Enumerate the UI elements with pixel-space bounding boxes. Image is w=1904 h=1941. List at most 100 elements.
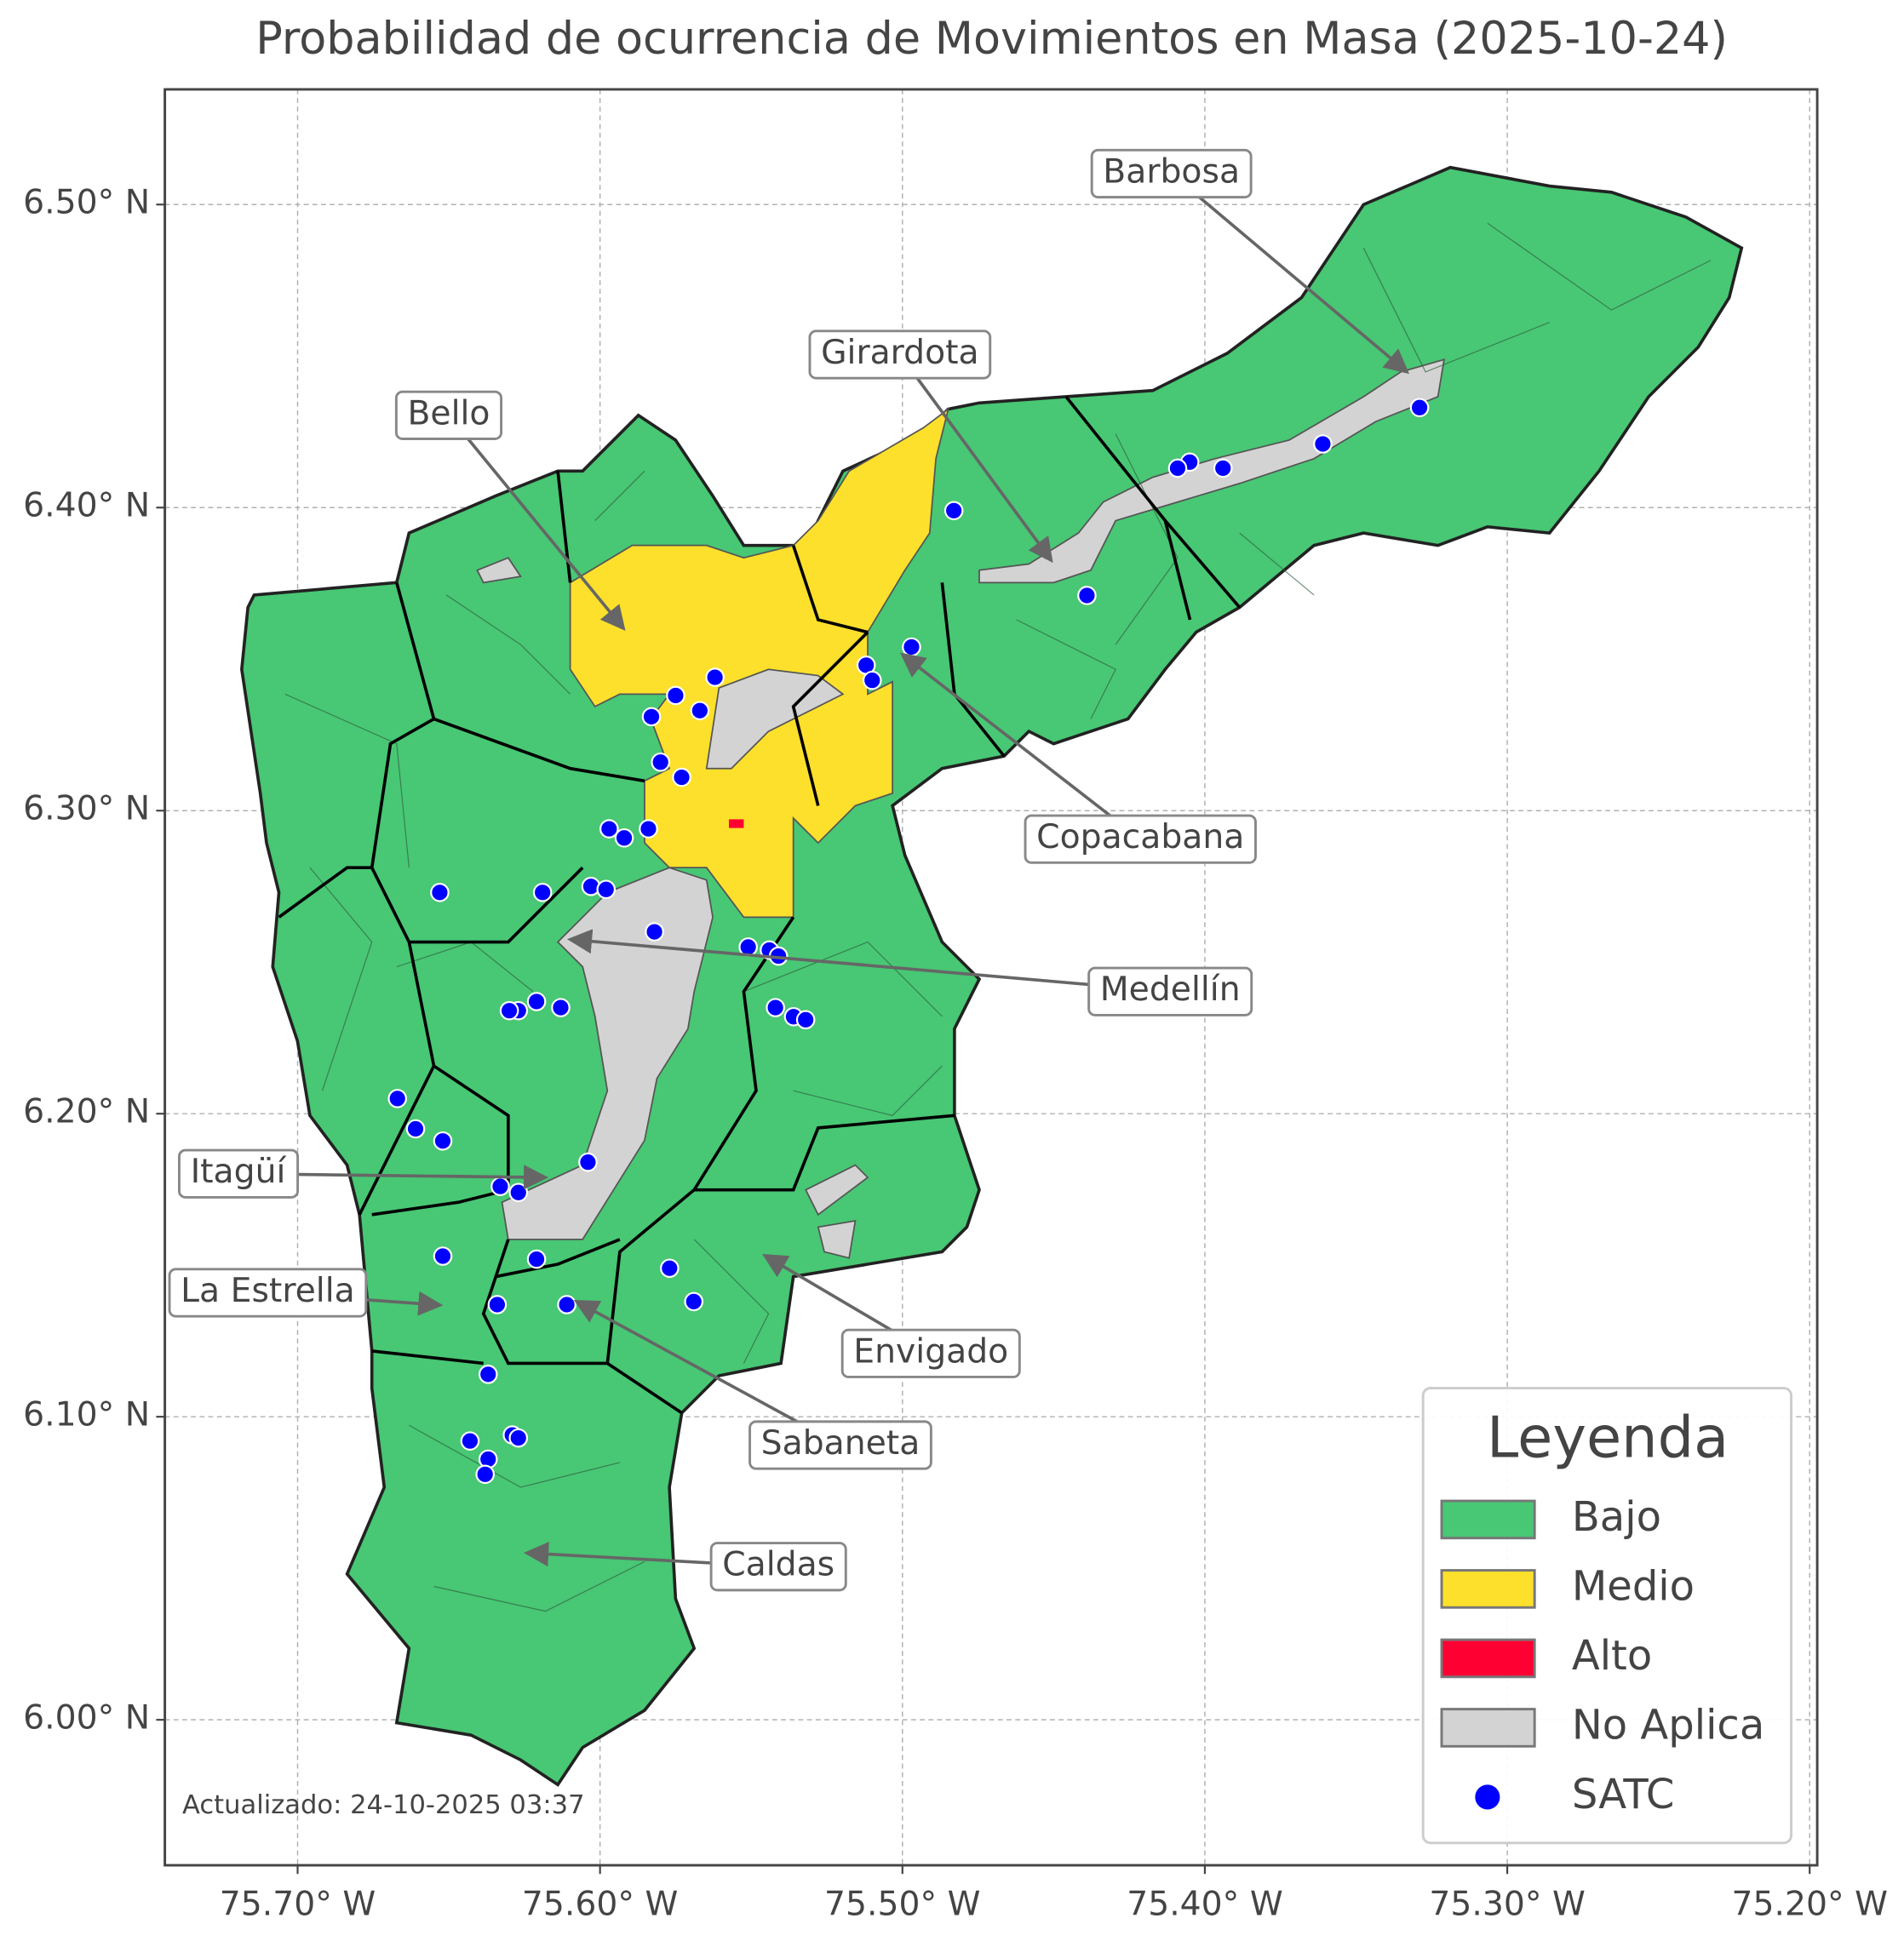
satc-point [943,501,964,521]
map-frame [163,88,1819,1867]
annotation-box [178,1148,300,1199]
satc-point [1313,434,1333,454]
satc-point [766,998,785,1017]
satc-point [526,1249,547,1269]
y-tick-label: 6.50° N [23,184,150,222]
satc-point [1077,586,1097,605]
annotation-label: Caldas [722,1546,834,1584]
legend-swatch [1440,1708,1536,1748]
satc-point [660,1258,680,1279]
satc-point [641,707,662,727]
y-tick-label: 6.20° N [23,1093,150,1131]
satc-point [639,819,658,839]
annotation-label: Bello [407,394,490,432]
region-alto [728,819,744,828]
annotation: Girardota [808,329,1053,564]
annotation-box [748,1420,932,1470]
annotation-arrow [898,353,1053,564]
legend-label: SATC [1572,1771,1675,1818]
annotation-arrow [1170,172,1410,375]
satc-point [596,879,617,900]
annotation: Envigado [762,1253,1021,1378]
satc-point [672,767,691,787]
legend-swatch [1440,1499,1536,1540]
satc-point [532,883,553,902]
x-tick-label: 75.20° W [1731,1885,1888,1923]
y-tick-label: 6.00° N [23,1699,150,1738]
satc-point [551,998,571,1017]
regions [240,165,1744,1787]
satc-point [508,1428,529,1448]
legend-swatch [1440,1638,1536,1679]
satc-point [387,1089,407,1108]
annotation-label: Sabaneta [761,1424,920,1463]
satc-point [499,1000,519,1021]
satc-point [430,883,450,902]
annotation-arrow [899,652,1142,841]
x-tick-label: 75.40° W [1127,1885,1283,1923]
annotation-label: La Estrella [181,1272,355,1310]
annotation-box [840,1328,1021,1378]
y-tick-label: 6.30° N [23,790,150,828]
legend-marker [1475,1784,1500,1810]
annotation-box [168,1268,368,1318]
satc-point [684,1291,704,1312]
annotation-box [394,390,503,440]
x-tick-label: 75.30° W [1429,1885,1586,1923]
satc-point [1167,458,1188,478]
annotation: Medellín [567,929,1253,1016]
annotation-label: Medellín [1100,970,1241,1009]
x-tick-label: 75.70° W [220,1885,376,1923]
satc-point [614,827,634,848]
legend-label: Medio [1572,1562,1695,1610]
y-tick-label: 6.40° N [23,487,150,525]
legend-title: Leyenda [1487,1405,1729,1471]
satc-point [487,1295,508,1314]
annotation: Caldas [524,1542,847,1592]
satc-point [863,670,882,690]
x-tick-label: 75.50° W [824,1885,981,1923]
satc-point [433,1131,453,1151]
annotation-label: Barbosa [1103,152,1240,191]
satc-point [651,752,670,772]
annotation-label: Itagüí [191,1153,287,1191]
satc-point [1213,458,1233,478]
annotation-label: Girardota [821,334,979,372]
legend-swatch [1440,1569,1536,1609]
annotation-label: Copacabana [1036,818,1244,856]
satc-points [387,398,1430,1485]
satc-point [578,1152,598,1172]
satc-point [405,1119,426,1139]
satc-point [705,667,725,687]
satc-point [599,819,619,839]
ticks: 75.70° W 75.60° W 75.50° W 75.40° W 75.30° W… [23,184,1888,1924]
annotation-box [808,329,992,380]
annotations: Barbosa Girardota Bello Copacabana Medellín I… [168,148,1410,1592]
satc-point [460,1431,480,1451]
annotation-box [1087,966,1253,1016]
annotation-arrow [567,929,1171,993]
region-medio [569,407,950,919]
annotation: Copacabana [899,652,1257,864]
satc-point [490,1177,510,1196]
footer: Actualizado: 24-10-2025 03:37 [182,1790,585,1820]
annotation: Barbosa [1090,148,1410,375]
x-tick-label: 75.60° W [522,1885,679,1923]
satc-point [433,1246,453,1266]
satc-point [478,1365,498,1384]
subdivisions [284,222,1712,1612]
annotation-box [1090,148,1253,199]
annotation-box [709,1542,847,1592]
legend-label: Bajo [1572,1493,1661,1541]
satc-point [690,701,710,721]
annotation: La Estrella [168,1268,444,1318]
annotation: Bello [394,390,626,632]
satc-point [475,1464,495,1485]
satc-point [902,637,921,657]
annotation: Itagüí [178,1148,549,1199]
annotation-box [1024,814,1257,864]
annotation-label: Envigado [853,1332,1008,1371]
legend-label: No Aplica [1572,1701,1764,1749]
